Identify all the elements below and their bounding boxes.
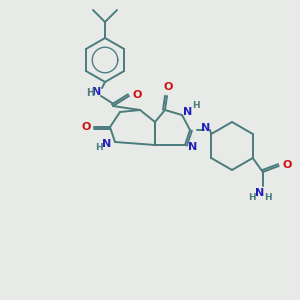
- Text: H: H: [95, 143, 103, 152]
- Text: H: H: [248, 193, 256, 202]
- Text: O: O: [163, 82, 173, 92]
- Text: N: N: [92, 87, 102, 97]
- Text: H: H: [264, 193, 272, 202]
- Text: O: O: [81, 122, 91, 132]
- Text: H: H: [86, 88, 94, 98]
- Text: O: O: [132, 90, 142, 100]
- Text: N: N: [255, 188, 264, 198]
- Text: H: H: [192, 101, 200, 110]
- Text: O: O: [282, 160, 292, 170]
- Text: N: N: [102, 139, 112, 149]
- Text: N: N: [201, 123, 211, 133]
- Text: N: N: [183, 107, 193, 117]
- Text: N: N: [188, 142, 198, 152]
